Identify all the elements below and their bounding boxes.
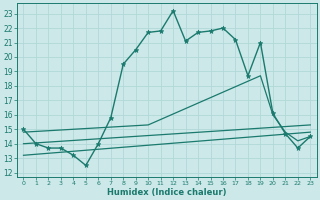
X-axis label: Humidex (Indice chaleur): Humidex (Indice chaleur) — [107, 188, 227, 197]
